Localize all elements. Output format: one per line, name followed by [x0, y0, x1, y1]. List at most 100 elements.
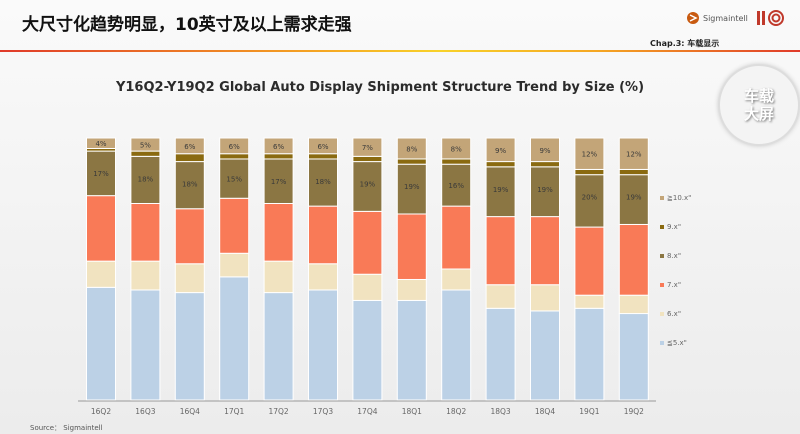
data-label: 5%: [140, 142, 151, 150]
data-label: 8%: [406, 145, 417, 153]
x-tick-label: 18Q4: [535, 407, 555, 416]
logo-text: Sigmaintell: [703, 13, 748, 23]
bar-segment: [530, 161, 560, 168]
x-tick-label: 19Q1: [579, 407, 599, 416]
bar-segment: [574, 226, 605, 296]
legend-item: ≧10.x": [660, 183, 691, 212]
legend: ≧10.x" 9.x" 8.x" 7.x" 6.x" ≦5.x": [660, 183, 691, 357]
data-label: 8%: [451, 145, 462, 153]
x-tick-label: 17Q2: [268, 407, 288, 416]
legend-swatch: [660, 253, 664, 258]
bar-segment: [86, 260, 116, 288]
legend-label: ≦5.x": [667, 338, 687, 347]
bar-segment: [441, 163, 472, 207]
bar-segment: [574, 294, 605, 309]
bar-segment: [352, 273, 383, 301]
legend-label: 7.x": [667, 280, 682, 289]
bar-segment: [441, 205, 472, 270]
bar-segment: [352, 155, 383, 163]
bar-segment: [352, 210, 383, 275]
bar-segment: [574, 168, 605, 176]
data-label: 6%: [317, 143, 328, 151]
bar-segment: [263, 260, 294, 294]
bar-segment: [485, 307, 516, 401]
bar-segment: [530, 216, 560, 286]
bar-segment: [530, 284, 560, 312]
x-tick-label: 18Q2: [446, 407, 466, 416]
logo-icon: [687, 12, 699, 24]
bar-segment: [174, 263, 205, 294]
bar-segment: [130, 150, 161, 157]
bar-segment: [574, 307, 605, 401]
bar-segment: [396, 278, 427, 301]
legend-item: 6.x": [660, 299, 691, 328]
x-tick-label: 17Q3: [313, 407, 333, 416]
bar-segment: [396, 158, 427, 165]
bar-segment: [308, 289, 338, 401]
badge-line-2: 大屏: [743, 105, 774, 123]
bar-segment: [441, 268, 472, 291]
x-tick-label: 18Q1: [402, 407, 422, 416]
data-label: 17%: [93, 170, 109, 178]
bar-segment: [485, 166, 516, 218]
bar-segment: [352, 299, 383, 401]
bar-segment: [219, 252, 250, 278]
legend-label: 9.x": [667, 222, 682, 231]
header-divider: [0, 50, 800, 52]
legend-label: 6.x": [667, 309, 682, 318]
bar-segment: [308, 137, 338, 155]
sigmaintell-logo: Sigmaintell: [686, 10, 787, 26]
data-label: 20%: [582, 194, 598, 202]
bar-segment: [485, 284, 516, 309]
bar-segment: [219, 153, 250, 160]
bar-segment: [396, 163, 427, 215]
bar-segment: [441, 289, 472, 401]
bar-segment: [219, 197, 250, 254]
legend-item: ≦5.x": [660, 328, 691, 357]
data-label: 9%: [495, 147, 506, 155]
source-note: Source： Sigmaintell: [30, 424, 103, 432]
bar-segment: [485, 137, 516, 163]
bar-segment: [308, 153, 338, 160]
bar-segment: [308, 263, 338, 291]
data-label: 19%: [537, 186, 553, 194]
legend-item: 9.x": [660, 212, 691, 241]
bar-segment: [352, 137, 383, 157]
section-badge: 车载 大屏: [718, 64, 800, 146]
data-label: 4%: [95, 140, 106, 148]
data-label: 19%: [626, 194, 642, 202]
bar-segment: [308, 158, 338, 207]
x-tick-label: 17Q4: [357, 407, 377, 416]
x-tick-label: 16Q3: [135, 407, 155, 416]
x-tick-label: 19Q2: [624, 407, 644, 416]
bar-segment: [574, 137, 605, 170]
data-label: 17%: [271, 178, 287, 186]
data-label: 19%: [493, 186, 509, 194]
bar-segment: [308, 205, 338, 265]
bar-segment: [352, 161, 383, 212]
legend-swatch: [660, 195, 664, 200]
bar-segment: [263, 203, 294, 262]
bar-segment: [618, 223, 649, 296]
bar-segment: [174, 137, 205, 155]
chart-title: Y16Q2-Y19Q2 Global Auto Display Shipment…: [115, 80, 645, 95]
data-label: 19%: [360, 181, 376, 189]
bar-segment: [485, 161, 516, 168]
legend-label: 8.x": [667, 251, 682, 260]
bar-segment: [263, 153, 294, 160]
legend-item: 8.x": [660, 241, 691, 270]
badge-line-1: 车载: [743, 87, 774, 105]
x-tick-label: 16Q2: [91, 407, 111, 416]
bar-segment: [396, 299, 427, 401]
anniversary-logo-icon: [756, 10, 784, 26]
legend-item: 7.x": [660, 270, 691, 299]
bar-segment: [130, 137, 161, 152]
data-label: 16%: [448, 182, 464, 190]
slide-title: 大尺寸化趋势明显，10英寸及以上需求走强: [22, 15, 352, 35]
bar-segment: [86, 286, 116, 401]
data-label: 18%: [138, 175, 154, 183]
legend-swatch: [660, 224, 664, 229]
data-label: 6%: [273, 143, 284, 151]
bar-segment: [618, 137, 649, 170]
